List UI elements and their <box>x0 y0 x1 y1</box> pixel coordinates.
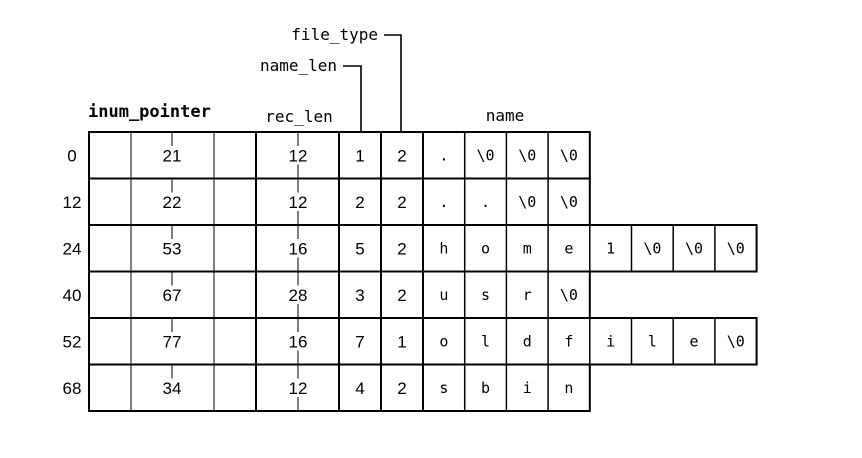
name-char: e <box>690 332 699 350</box>
name-char: l <box>648 332 657 350</box>
name-char: . <box>481 193 490 211</box>
file-type-value: 2 <box>397 146 406 165</box>
rec-len-value: 12 <box>289 379 308 398</box>
offset-label: 12 <box>63 193 82 212</box>
name-len-value: 7 <box>355 332 364 351</box>
name-len-value: 4 <box>355 379 364 398</box>
offset-label: 40 <box>63 286 82 305</box>
rec-len-label: rec_len <box>265 107 332 126</box>
offset-label: 24 <box>63 239 82 258</box>
file-type-leader-line <box>384 34 402 132</box>
name-char: i <box>606 332 615 350</box>
name-char: m <box>523 239 532 257</box>
name-char: e <box>564 239 573 257</box>
name-char: o <box>439 332 448 350</box>
name-len-value: 2 <box>355 193 364 212</box>
name-char: \0 <box>560 193 578 211</box>
name-char: \0 <box>560 146 578 164</box>
offset-label: 68 <box>63 379 82 398</box>
name-char: \0 <box>560 286 578 304</box>
name-char: \0 <box>727 239 745 257</box>
file-type-value: 2 <box>397 286 406 305</box>
file-type-value: 2 <box>397 193 406 212</box>
name-char: \0 <box>518 146 536 164</box>
name-len-value: 3 <box>355 286 364 305</box>
name-label: name <box>486 106 525 125</box>
directory-entry-table: 0 21 12 1 2. \0 \0 \012 22 12 2 2.. \0 \024 53 16 5 2 h o m e… <box>63 131 758 412</box>
name-char: o <box>481 239 490 257</box>
inode-value: 21 <box>163 146 182 165</box>
offset-label: 52 <box>63 332 82 351</box>
file-type-value: 2 <box>397 239 406 258</box>
rec-len-value: 28 <box>289 286 308 305</box>
name-len-value: 5 <box>355 239 364 258</box>
rec-len-value: 12 <box>289 193 308 212</box>
inode-value: 53 <box>163 239 182 258</box>
name-len-value: 1 <box>355 146 364 165</box>
name-char: \0 <box>477 146 495 164</box>
name-char: \0 <box>685 239 703 257</box>
inum-pointer-label: inum_pointer <box>88 102 211 122</box>
name-char: l <box>481 332 490 350</box>
name-len-leader-line <box>343 65 362 132</box>
name-char: \0 <box>643 239 661 257</box>
name-char: 1 <box>606 239 615 257</box>
inode-value: 77 <box>163 332 182 351</box>
name-char: n <box>564 379 573 397</box>
name-char: h <box>439 239 448 257</box>
name-char: d <box>523 332 532 350</box>
name-len-label: name_len <box>260 56 337 75</box>
rec-len-value: 16 <box>289 332 308 351</box>
inode-value: 34 <box>163 379 182 398</box>
offset-label: 0 <box>67 146 76 165</box>
name-char: s <box>439 379 448 397</box>
file-type-value: 1 <box>397 332 406 351</box>
name-char: f <box>564 332 573 350</box>
name-char: \0 <box>727 332 745 350</box>
name-char: . <box>439 146 448 164</box>
file-type-label: file_type <box>291 25 378 44</box>
inode-value: 67 <box>163 286 182 305</box>
name-char: s <box>481 286 490 304</box>
rec-len-value: 12 <box>289 146 308 165</box>
rec-len-value: 16 <box>289 239 308 258</box>
name-char: b <box>481 379 490 397</box>
name-char: i <box>523 379 532 397</box>
name-char: r <box>523 286 532 304</box>
file-type-value: 2 <box>397 379 406 398</box>
name-char: \0 <box>518 193 536 211</box>
inode-value: 22 <box>163 193 182 212</box>
name-char: . <box>439 193 448 211</box>
name-char: u <box>439 286 448 304</box>
